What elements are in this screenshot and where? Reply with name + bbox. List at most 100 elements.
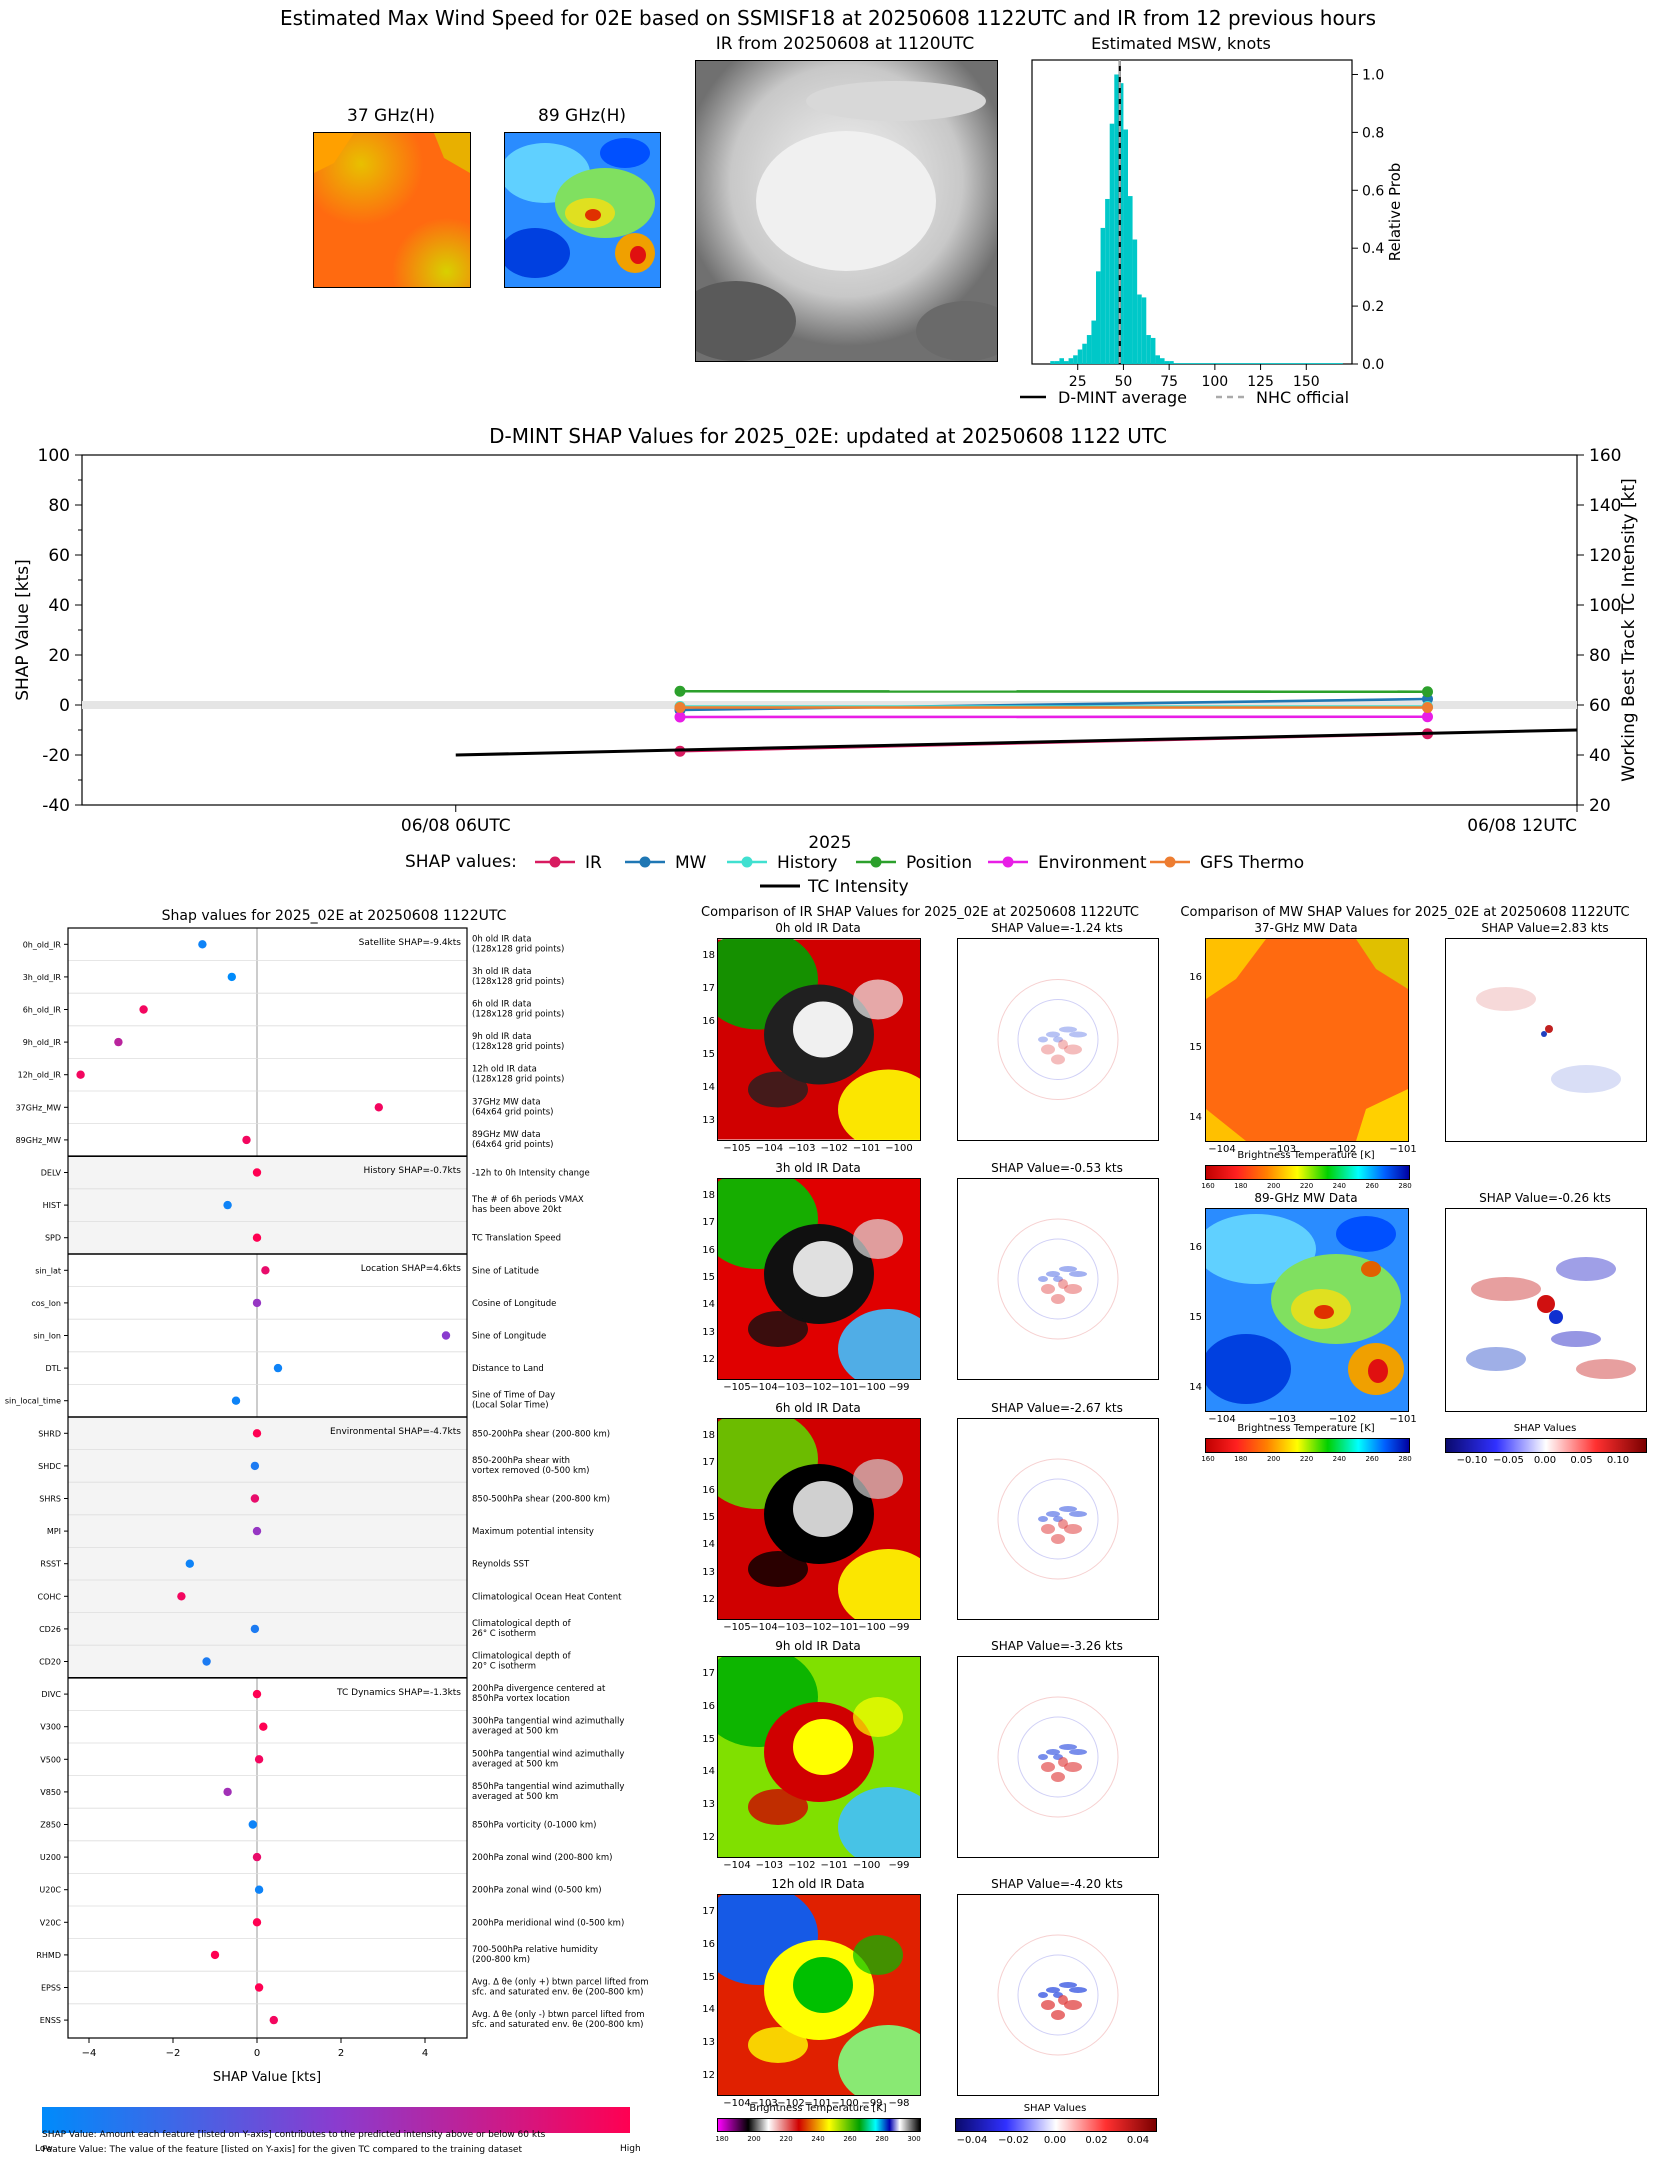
feature-name: U200 (40, 1853, 61, 1862)
hist-ytick-label: 0.4 (1362, 241, 1384, 257)
feature-point (269, 2015, 278, 2025)
legend-nhc-label: NHC official (1256, 388, 1349, 407)
mw-cbar-tick: 160 (1201, 1182, 1215, 1190)
hist-bar (1141, 297, 1147, 364)
ir-xtick-label: −100 (858, 1382, 886, 1393)
mw-cbar-tick: −0.05 (1493, 1455, 1524, 1466)
hist-ytick-label: 0.8 (1362, 125, 1384, 141)
mw-cbar-tick: 240 (1332, 1455, 1347, 1463)
ir-ytick-label: 17 (702, 1668, 715, 1679)
feature-description: (64x64 grid points) (472, 1107, 553, 1117)
ir-shap-colorbar (955, 2118, 1157, 2132)
timeline-xtick-label: 06/08 12UTC (1467, 816, 1577, 836)
feature-description: The # of 6h periods VMAX (471, 1195, 584, 1205)
feature-name: 0h_old_IR (23, 940, 62, 949)
mw-shap-title: SHAP Value=2.83 kts (1481, 921, 1609, 935)
feature-name: ENSS (40, 2016, 61, 2025)
feature-name: 6h_old_IR (23, 1006, 62, 1015)
ir-ytick-label: 15 (702, 1049, 715, 1060)
ir-ytick-label: 16 (702, 1484, 715, 1496)
group-label: Environmental SHAP=-4.7kts (330, 1427, 461, 1437)
series-point (1422, 702, 1433, 713)
hist-bar (1132, 239, 1138, 364)
ir-xtick-label: −102 (820, 1143, 848, 1154)
feature-point (252, 1168, 262, 1177)
legend-label: MW (675, 853, 707, 873)
ir-data-title: 3h old IR Data (775, 1161, 861, 1175)
ir-cbar-label: Brightness Temperature [K] (749, 2103, 887, 2114)
ir-xtick-label: −100 (885, 1143, 913, 1154)
hist-xtick-label: 50 (1115, 374, 1133, 390)
feature-point (254, 1983, 264, 1992)
ir-xtick-label: −102 (804, 1622, 832, 1633)
ir-data-title: 6h old IR Data (775, 1401, 861, 1415)
hist-bar (1105, 198, 1110, 364)
series-point (674, 685, 686, 697)
ir-data-map (717, 1178, 921, 1380)
ir-xtick-label: −101 (831, 1622, 859, 1633)
ir-xtick-label: −103 (755, 1860, 784, 1871)
mw-cbar-tick: −0.10 (1456, 1455, 1488, 1466)
shap-xtick-label: 2 (338, 2048, 344, 2059)
feature-point (185, 1559, 194, 1568)
feature-description: 12h old IR data (472, 1065, 537, 1075)
hist-bar (1091, 320, 1096, 364)
hist-bar (1155, 355, 1160, 364)
feature-name: V300 (40, 1723, 61, 1732)
legend-dmint-label: D-MINT average (1058, 388, 1187, 407)
ir-xtick-label: −102 (804, 1382, 832, 1393)
ir-xtick-label: −105 (723, 1382, 751, 1393)
ir-ytick-label: 17 (702, 1217, 715, 1229)
feature-point (259, 1722, 268, 1731)
hist-bar (1050, 361, 1055, 364)
ir-ytick-label: 15 (702, 1272, 715, 1283)
mw-ytick-label: 16 (1189, 972, 1202, 983)
feature-description: -12h to 0h Intensity change (472, 1169, 590, 1179)
mw-ytick-label: 15 (1189, 1312, 1202, 1323)
hist-bar (1137, 294, 1142, 364)
feature-name: Z850 (40, 1821, 61, 1830)
feature-description: vortex removed (0-500 km) (472, 1466, 589, 1476)
timeline-ytick-label: 100 (38, 448, 70, 466)
feature-description: Sine of Latitude (472, 1266, 539, 1276)
mw-xtick-label: −101 (1389, 1144, 1417, 1155)
ir-cbar-tick: 240 (811, 2135, 825, 2143)
hist-bar (1123, 129, 1128, 364)
feature-name: SHRD (38, 1429, 61, 1438)
feature-point (248, 1820, 257, 1829)
hist-bar (1146, 335, 1151, 364)
mw-xtick-label: −101 (1389, 1414, 1417, 1425)
mw-cbar-tick: 280 (1398, 1455, 1412, 1463)
mw-data-title: 89-GHz MW Data (1254, 1191, 1358, 1205)
mw-cbar-tick: 260 (1365, 1455, 1379, 1463)
timeline-right-ytick-label: 120 (1589, 546, 1621, 566)
ir-ytick-label: 14 (702, 1299, 715, 1311)
ir-thumbnail (695, 60, 998, 362)
feature-description: averaged at 500 km (472, 1727, 558, 1737)
timeline-ytick-label: 60 (48, 546, 70, 566)
ir-shap-title: SHAP Value=-0.53 kts (991, 1161, 1123, 1175)
ir-ytick-label: 16 (702, 1244, 715, 1256)
timeline-ytick-label: -20 (42, 746, 70, 766)
legend-label: IR (585, 853, 602, 873)
feature-name: U20C (39, 1886, 61, 1895)
ir-ytick-label: 15 (702, 1971, 715, 1983)
mw-xtick-label: −102 (1328, 1414, 1357, 1425)
feature-description: (128x128 grid points) (472, 1010, 564, 1020)
legend-label: Environment (1038, 853, 1147, 873)
feature-name: V20C (40, 1918, 62, 1927)
ir-xtick-label: −101 (852, 1143, 881, 1154)
hist-bar (1173, 363, 1343, 364)
timeline-ytick-label: -40 (42, 796, 70, 816)
timeline-ylabel-right: Working Best Track TC Intensity [kt] (1619, 478, 1639, 782)
ir-xtick-label: −104 (750, 1622, 778, 1633)
ir-ytick-label: 17 (702, 1906, 715, 1917)
msw-histogram: 0.0 0.2 0.4 0.6 0.8 1.0 25 50 75 100 125 150 Relat… (1020, 59, 1404, 407)
hist-bar (1068, 358, 1074, 364)
feature-point (250, 1494, 260, 1503)
shap-panel-title: Shap values for 2025_02E at 20250608 112… (161, 908, 507, 924)
mw-xtick-label: −103 (1268, 1414, 1297, 1425)
colorbar-low-label: Low (35, 2144, 53, 2154)
feature-name: 89GHz_MW (16, 1136, 61, 1145)
ir-data-title: 0h old IR Data (775, 921, 861, 935)
